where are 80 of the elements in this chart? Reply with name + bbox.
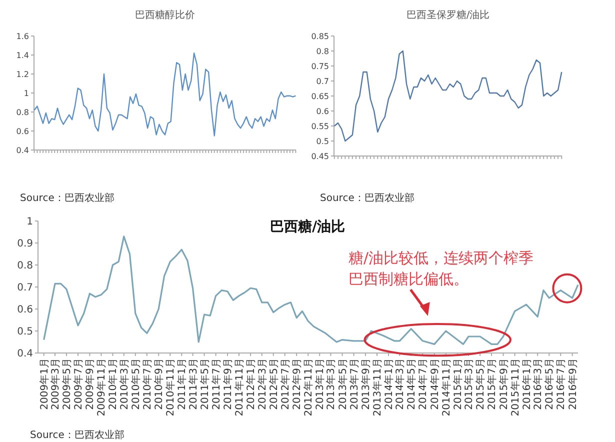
y-tick-label: 0.6 <box>17 304 33 316</box>
x-tick-label: 2016年3月 <box>532 358 544 410</box>
chart-title: 巴西圣保罗糖/油比 <box>406 9 490 21</box>
x-tick-label: 2011年11月 <box>234 358 246 416</box>
x-tick-label: 2015年11月 <box>509 358 522 416</box>
x-tick-label: 2012年1月 <box>245 358 258 410</box>
x-tick-label: 2012年9月 <box>291 358 304 410</box>
x-tick-label: 2011年5月 <box>198 358 211 410</box>
y-tick-label: 0.85 <box>311 32 329 41</box>
y-tick-label: 0.75 <box>311 62 329 71</box>
x-tick-label: 2016年1月 <box>520 358 533 410</box>
y-tick-label: 0.4 <box>16 146 29 155</box>
y-tick-label: 0.8 <box>316 46 329 56</box>
x-tick-label: 2010年5月 <box>130 358 142 410</box>
x-tick-label: 2014年1月 <box>383 358 395 410</box>
x-tick-label: 2016年9月 <box>566 358 579 410</box>
y-tick-label: 1.4 <box>16 50 29 60</box>
x-tick-label: 2013年3月 <box>325 358 338 410</box>
x-tick-label: 2010年3月 <box>118 358 130 410</box>
x-tick-label: 2010年1月 <box>107 358 120 410</box>
x-tick-label: 2016年7月 <box>555 358 568 410</box>
x-tick-label: 2013年7月 <box>348 358 360 410</box>
y-tick-label: 1.2 <box>16 70 29 79</box>
x-tick-label: 2015年1月 <box>452 358 464 410</box>
chart-title: 巴西糖醇比价 <box>135 9 195 21</box>
y-tick-label: 0.4 <box>17 348 33 360</box>
y-tick-label: 0.7 <box>316 76 329 86</box>
x-tick-label: 2013年5月 <box>336 358 349 410</box>
x-tick-label: 2015年9月 <box>498 358 510 410</box>
x-tick-label: 2012年11月 <box>302 358 315 416</box>
y-tick-label: 0.45 <box>311 152 329 161</box>
y-tick-label: 1.6 <box>16 32 29 41</box>
x-tick-label: 2011年1月 <box>176 358 188 410</box>
x-tick-label: 2014年3月 <box>394 358 406 410</box>
x-tick-label: 2015年3月 <box>463 358 476 410</box>
y-tick-label: 0.55 <box>311 122 329 131</box>
x-tick-label: 2012年7月 <box>279 358 292 410</box>
x-tick-label: 2010年7月 <box>141 358 154 410</box>
x-tick-label: 2009年11月 <box>96 358 108 416</box>
x-tick-label: 2010年9月 <box>153 358 166 410</box>
x-tick-label: 2012年5月 <box>268 358 280 410</box>
source-note: Source：巴西农业部 <box>30 429 124 441</box>
chart-title: 巴西糖/油比 <box>270 218 346 235</box>
annotation: 糖/油比较低，连续两个榨季 <box>348 249 534 268</box>
x-tick-label: 2009年5月 <box>61 358 73 410</box>
line-series <box>334 50 562 142</box>
y-tick-label: 0.6 <box>16 126 29 136</box>
y-tick-label: 0.7 <box>17 282 33 294</box>
y-tick-label: 1 <box>24 88 29 98</box>
x-tick-label: 2014年11月 <box>440 358 452 416</box>
source-note: Source：巴西农业部 <box>20 192 114 204</box>
x-tick-label: 2014年9月 <box>428 358 441 410</box>
source-note: Source：巴西农业部 <box>320 192 414 204</box>
y-tick-label: 0.8 <box>16 108 29 117</box>
y-tick-label: 0.65 <box>311 92 329 101</box>
x-tick-label: 2009年9月 <box>84 358 96 410</box>
x-tick-label: 2013年11月 <box>371 358 384 416</box>
y-tick-label: 0.9 <box>17 238 33 250</box>
x-tick-label: 2014年5月 <box>406 358 418 410</box>
x-tick-label: 2013年1月 <box>314 358 326 410</box>
y-tick-label: 0.5 <box>17 326 33 338</box>
x-tick-label: 2015年5月 <box>474 358 487 410</box>
x-tick-label: 2014年7月 <box>417 358 430 410</box>
x-tick-label: 2009年7月 <box>72 358 85 410</box>
x-tick-label: 2011年9月 <box>222 358 234 410</box>
y-tick-label: 0.8 <box>17 260 33 272</box>
x-tick-label: 2016年5月 <box>544 358 556 410</box>
x-tick-label: 2011年7月 <box>210 358 222 410</box>
x-tick-label: 2009年1月 <box>38 358 50 410</box>
x-tick-label: 2009年3月 <box>49 358 62 410</box>
x-tick-label: 2010年11月 <box>164 358 177 416</box>
x-tick-label: 2015年7月 <box>486 358 498 410</box>
x-tick-label: 2011年3月 <box>187 358 200 410</box>
x-tick-label: 2012年3月 <box>256 358 268 410</box>
y-tick-label: 0.6 <box>316 106 329 116</box>
x-tick-label: 2013年9月 <box>360 358 372 410</box>
line-series <box>34 52 296 136</box>
annotation: 巴西制糖比偏低。 <box>348 270 468 288</box>
y-tick-label: 0.5 <box>316 136 329 146</box>
y-tick-label: 1 <box>26 216 33 228</box>
